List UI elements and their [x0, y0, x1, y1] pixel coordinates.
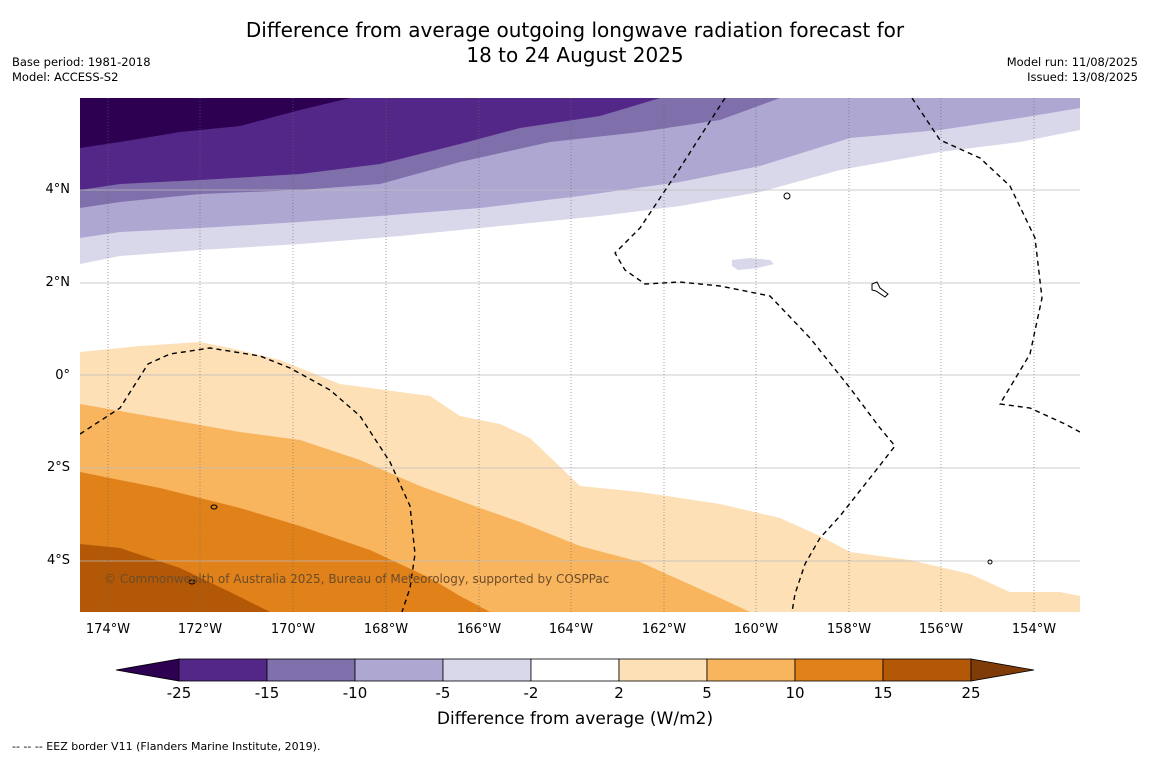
colorbar-tick-neg15: -15: [254, 684, 280, 702]
model-run-label: Model run: 11/08/2025: [1006, 55, 1138, 69]
island-southeast: [987, 559, 993, 565]
eez-footnote: -- -- -- EEZ border V11 (Flanders Marine…: [12, 740, 321, 753]
colorbar-tick-neg2: -2: [523, 684, 539, 702]
colorbar-cell: [618, 658, 708, 682]
island-west-2: [188, 579, 196, 585]
colorbar-cell: [882, 658, 972, 682]
lon-label-170w: 170°W: [270, 622, 316, 637]
lon-label-156w: 156°W: [918, 622, 964, 637]
anomaly-map: [80, 98, 1080, 612]
colorbar-cell: [178, 658, 268, 682]
lat-label-0: 0°: [55, 368, 70, 383]
colorbar-cell: [354, 658, 444, 682]
colorbar-tick-15: 15: [873, 684, 893, 702]
colorbar-tick-5: 5: [702, 684, 712, 702]
lat-label-2s: 2°S: [46, 460, 70, 475]
lon-label-168w: 168°W: [363, 622, 409, 637]
lon-label-154w: 154°W: [1011, 622, 1057, 637]
lat-label-2n: 2°N: [45, 275, 71, 290]
base-period-label: Base period: 1981-2018: [12, 55, 151, 69]
lon-label-166w: 166°W: [456, 622, 502, 637]
metadata-left: Base period: 1981-2018 Model: ACCESS-S2: [12, 55, 151, 85]
model-label: Model: ACCESS-S2: [12, 70, 119, 84]
island-north: [783, 192, 791, 200]
lon-label-162w: 162°W: [641, 622, 687, 637]
lat-label-4s: 4°S: [46, 553, 70, 568]
lon-label-160w: 160°W: [733, 622, 779, 637]
colorbar-tick-neg10: -10: [342, 684, 368, 702]
chart-title: Difference from average outgoing longwav…: [0, 18, 1150, 68]
copyright-notice: © Commonwealth of Australia 2025, Bureau…: [104, 572, 610, 586]
island-west-1: [210, 504, 218, 510]
colorbar-cell: [266, 658, 356, 682]
colorbar-cell: [442, 658, 532, 682]
lon-label-174w: 174°W: [85, 622, 131, 637]
eez-borders: [80, 98, 1080, 612]
issued-label: Issued: 13/08/2025: [1027, 70, 1138, 84]
band-below-neg25: [80, 98, 350, 148]
lon-label-164w: 164°W: [548, 622, 594, 637]
colorbar-extend-high: [970, 658, 1035, 682]
colorbar-tick-25: 25: [961, 684, 981, 702]
colorbar-tick-neg25: -25: [166, 684, 192, 702]
lon-label-172w: 172°W: [177, 622, 223, 637]
small-neg-patch: [732, 258, 774, 270]
islands: [188, 192, 993, 585]
lon-label-158w: 158°W: [826, 622, 872, 637]
metadata-right: Model run: 11/08/2025 Issued: 13/08/2025: [1007, 55, 1138, 85]
colorbar-tick-2: 2: [614, 684, 624, 702]
colorbar-extend-low: [115, 658, 180, 682]
colorbar-tick-10: 10: [785, 684, 805, 702]
colorbar-tick-neg5: -5: [435, 684, 451, 702]
colorbar-title: Difference from average (W/m2): [436, 709, 714, 729]
map-gridlines: [80, 189, 1080, 562]
title-line-2: 18 to 24 August 2025: [466, 43, 684, 67]
colorbar-cell: [706, 658, 796, 682]
colorbar-cell: [530, 658, 620, 682]
title-line-1: Difference from average outgoing longwav…: [245, 18, 905, 42]
colorbar-cell: [794, 658, 884, 682]
lat-label-4n: 4°N: [45, 182, 71, 197]
colorbar: [115, 658, 1035, 682]
island-east: [871, 281, 889, 298]
